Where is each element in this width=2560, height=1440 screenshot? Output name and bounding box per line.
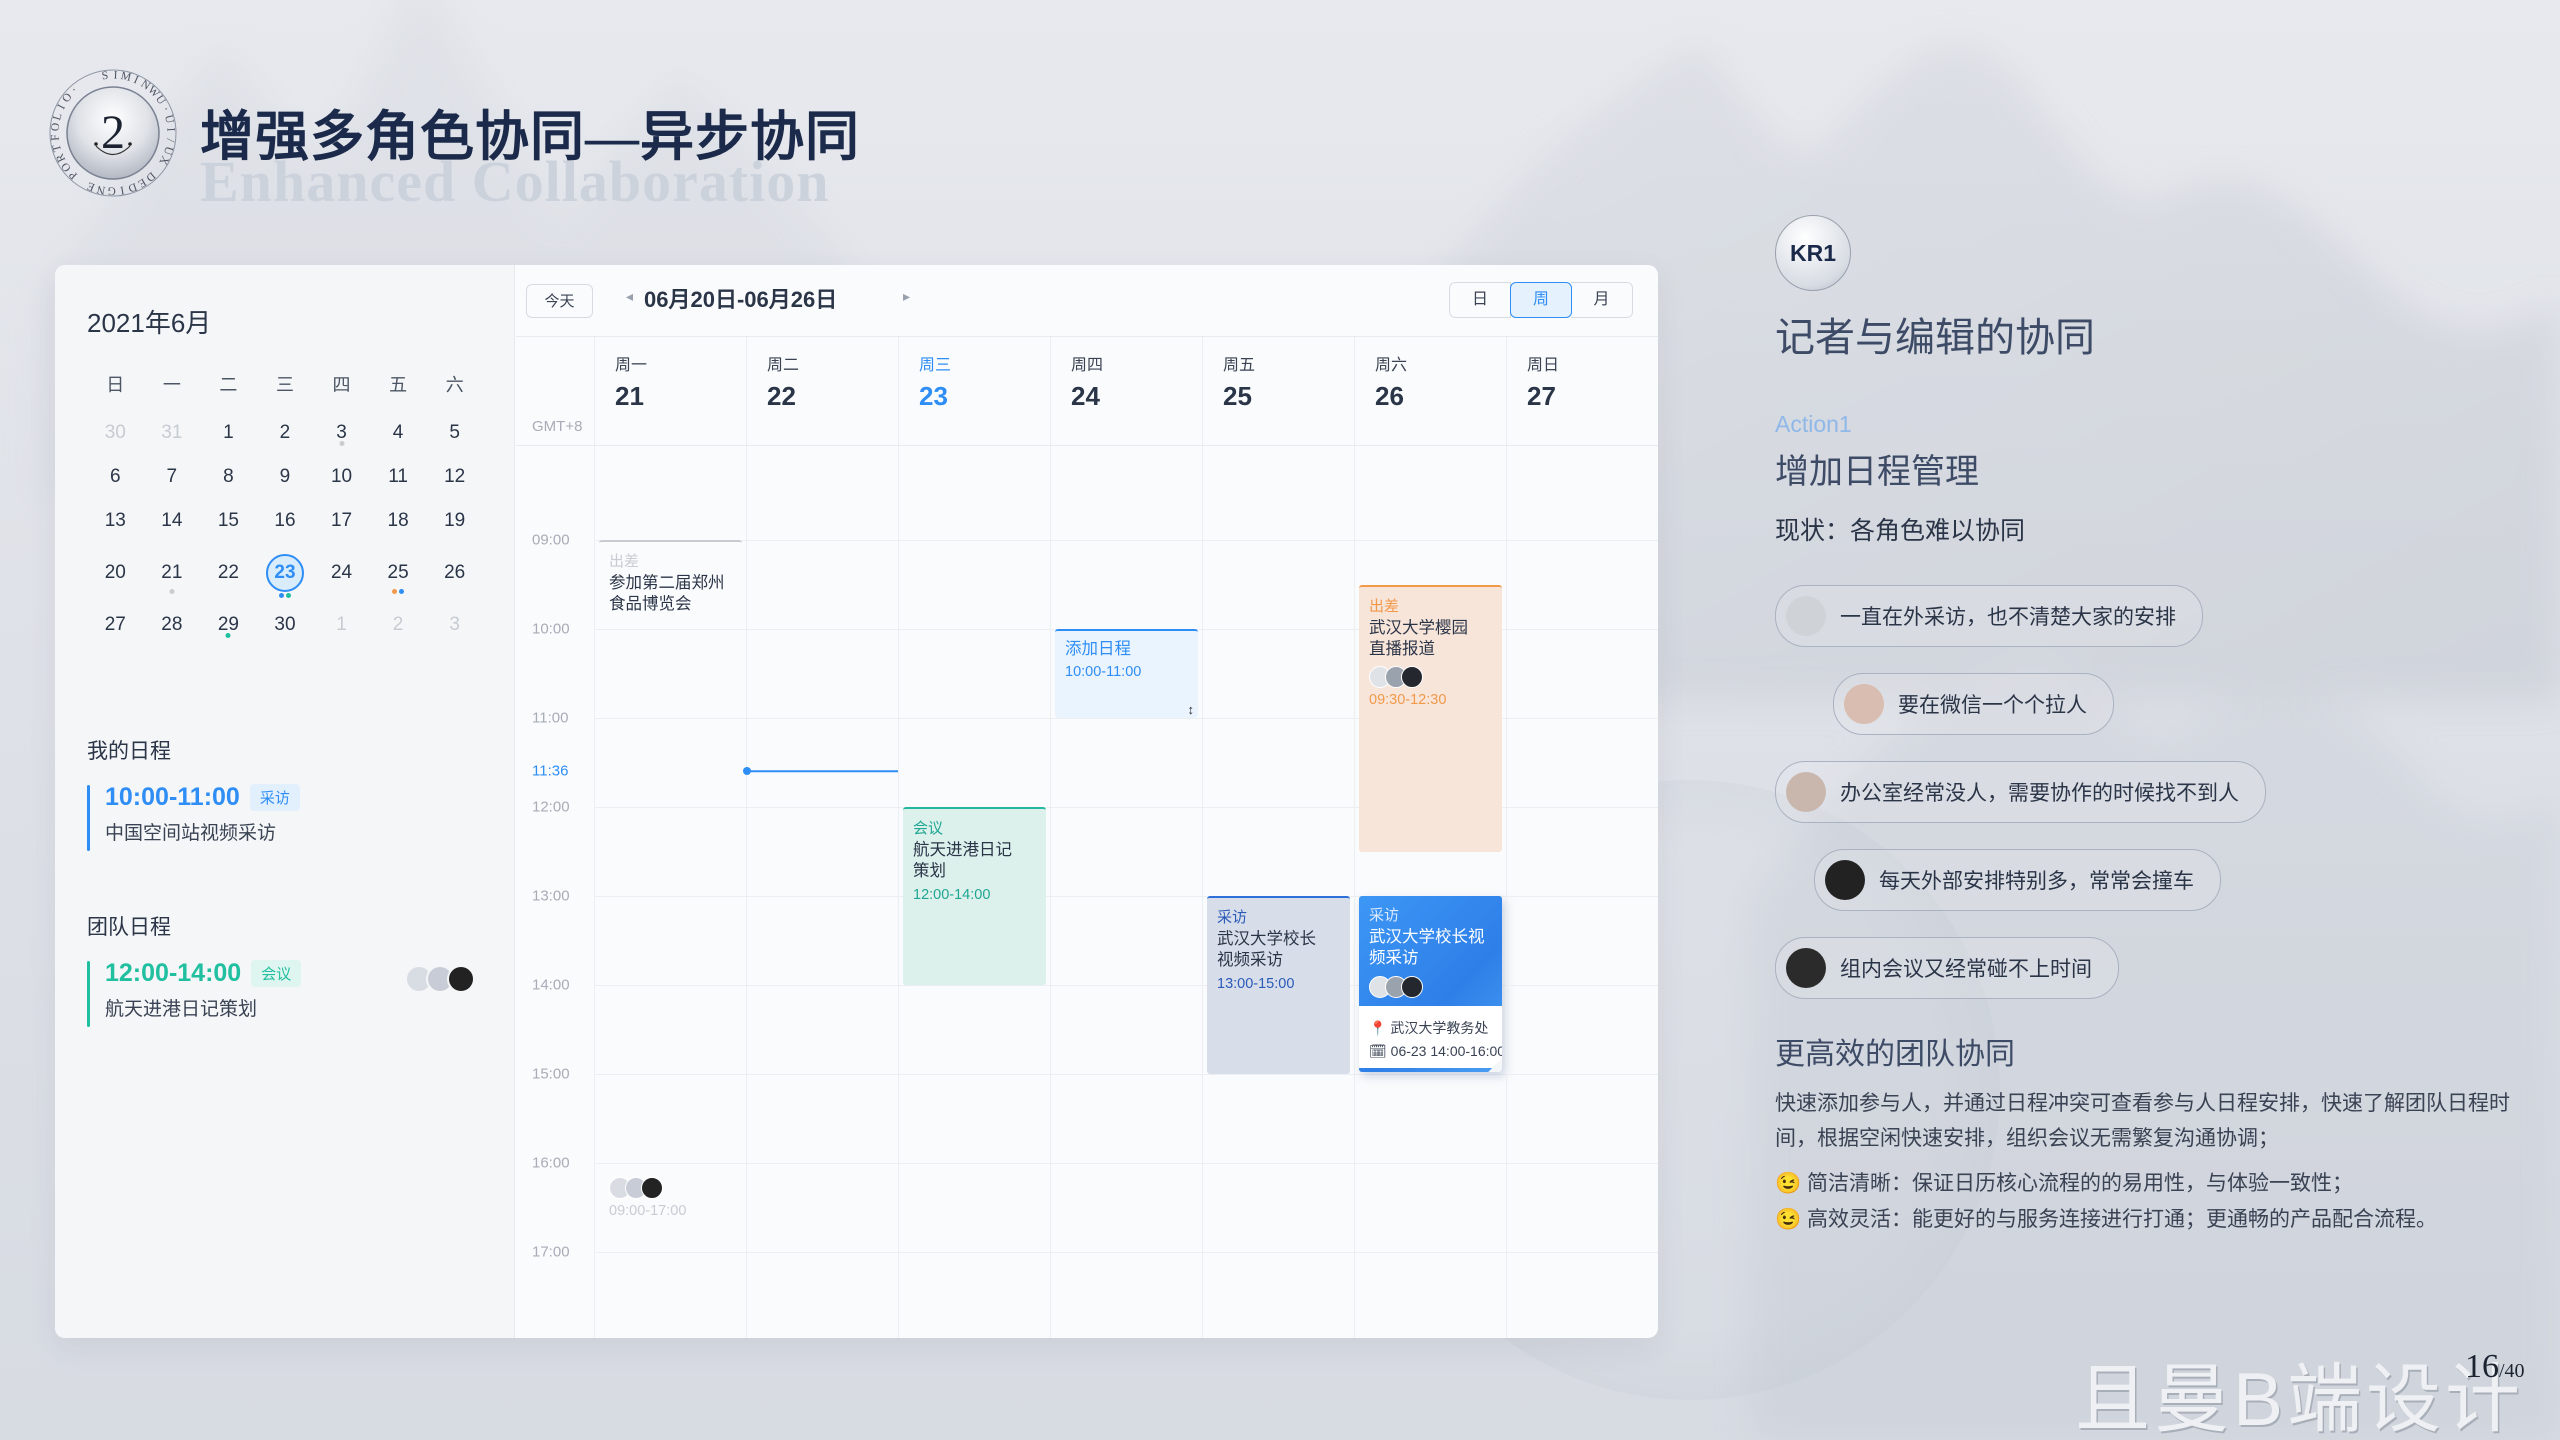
svg-text:T: T [51,143,64,153]
svg-text:I: I [164,127,176,132]
svg-text:N: N [95,182,106,196]
svg-text:·: · [69,85,80,96]
svg-text:G: G [107,184,116,196]
svg-text:/: / [164,138,176,143]
svg-text:O: O [60,91,75,105]
svg-text:2: 2 [101,106,125,159]
svg-text:R: R [54,152,68,164]
svg-text:O: O [49,122,62,132]
svg-text:M: M [120,70,133,84]
svg-text:E: E [86,179,97,193]
svg-text:S: S [101,70,109,83]
svg-text:D: D [126,180,138,194]
svg-text:I: I [113,69,118,81]
svg-text:I: I [119,184,125,196]
svg-text:I: I [132,74,140,87]
svg-text:F: F [49,134,61,141]
svg-text:L: L [51,112,65,122]
svg-text:X: X [156,154,171,168]
svg-text:U: U [162,114,176,126]
svg-text:·: · [159,105,172,113]
svg-text:I: I [56,102,69,111]
